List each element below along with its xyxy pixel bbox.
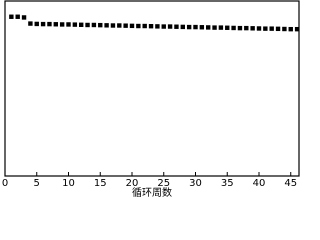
marker <box>225 25 230 30</box>
plot-frame <box>4 0 300 177</box>
marker <box>250 26 255 31</box>
marker <box>269 26 274 31</box>
x-tick-label: 45 <box>284 178 297 189</box>
marker <box>91 22 97 28</box>
marker <box>72 22 78 27</box>
x-tick-label: 30 <box>189 178 202 189</box>
marker <box>34 21 39 27</box>
marker <box>53 22 58 27</box>
marker <box>47 21 52 27</box>
marker <box>123 23 128 28</box>
marker <box>231 25 236 31</box>
marker <box>256 26 262 31</box>
x-tick-label: 0 <box>2 178 8 189</box>
marker <box>148 24 154 29</box>
marker <box>161 24 166 29</box>
marker <box>237 25 243 31</box>
marker <box>282 26 287 32</box>
marker <box>155 24 160 29</box>
chart: 循环周数 0 5 10 15 20 25 30 35 40 45 <box>2 0 300 199</box>
marker <box>136 23 141 29</box>
marker <box>263 26 268 31</box>
x-tick-label: 35 <box>221 178 234 189</box>
marker <box>104 23 109 28</box>
marker <box>142 23 147 29</box>
marker <box>15 14 20 19</box>
marker <box>288 26 293 32</box>
marker <box>174 24 179 29</box>
marker <box>78 22 84 27</box>
marker <box>212 25 217 30</box>
x-tick-label: 20 <box>126 178 139 189</box>
x-tick-label: 5 <box>34 178 40 189</box>
marker <box>110 23 116 28</box>
x-tick-label: 15 <box>94 178 107 189</box>
marker <box>59 22 65 27</box>
x-tick-label: 25 <box>157 178 170 189</box>
marker <box>9 14 14 19</box>
marker <box>218 25 224 30</box>
marker <box>28 21 33 26</box>
marker <box>129 23 135 29</box>
marker <box>85 22 90 28</box>
marker <box>294 26 300 32</box>
marker <box>186 24 192 30</box>
marker <box>66 22 71 27</box>
marker <box>40 21 46 27</box>
marker <box>167 24 173 29</box>
x-tick-label: 10 <box>62 178 75 189</box>
x-tick-label: 40 <box>253 178 266 189</box>
marker <box>193 24 198 30</box>
marker <box>275 26 281 32</box>
marker <box>205 25 211 30</box>
marker <box>117 23 122 28</box>
x-axis-label: 循环周数 <box>132 186 172 199</box>
marker <box>180 24 185 30</box>
marker <box>244 25 249 31</box>
marker <box>199 25 205 30</box>
marker <box>98 22 103 28</box>
marker <box>21 15 27 20</box>
